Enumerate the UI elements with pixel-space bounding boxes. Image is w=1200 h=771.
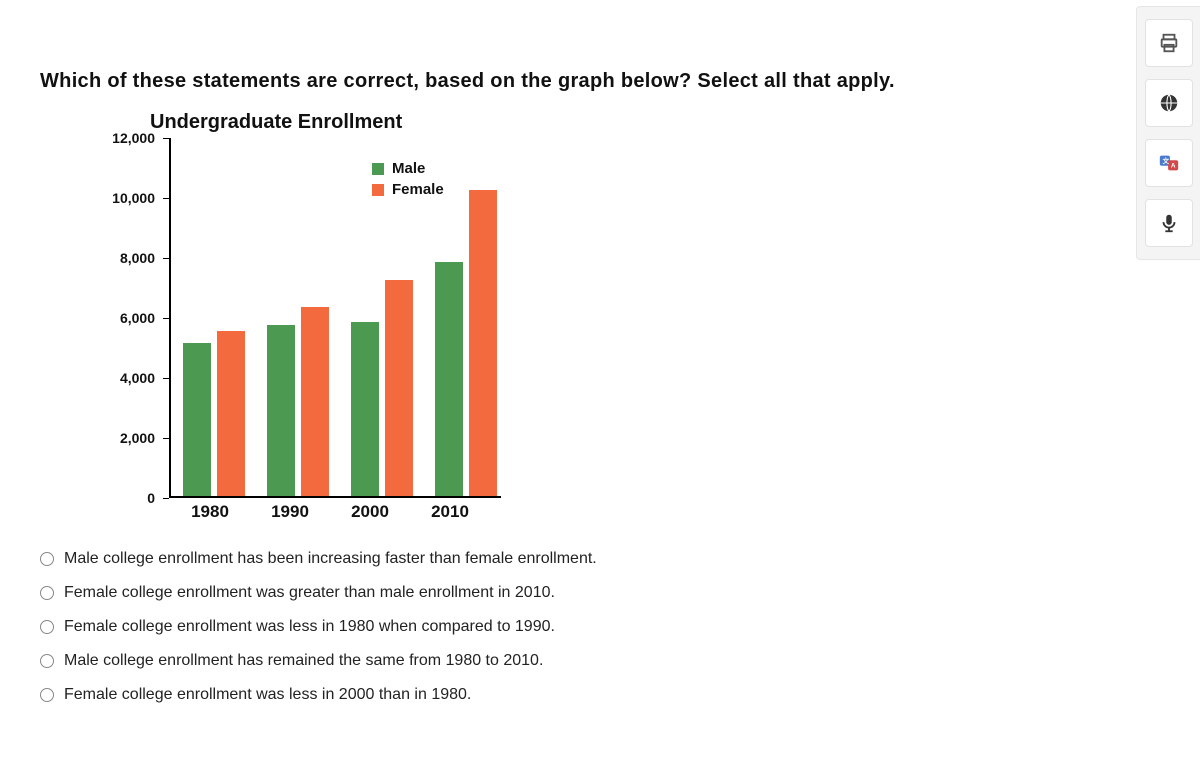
bar-male	[183, 343, 211, 496]
radio-icon[interactable]	[40, 654, 54, 668]
bar-female	[301, 307, 329, 496]
bar-group	[267, 307, 329, 496]
y-tick-label: 8,000	[75, 250, 155, 266]
radio-icon[interactable]	[40, 552, 54, 566]
answer-option[interactable]: Female college enrollment was less in 19…	[40, 618, 1040, 636]
x-tick-label: 1980	[181, 502, 239, 522]
bar-group	[435, 190, 497, 496]
y-tick-label: 4,000	[75, 370, 155, 386]
microphone-icon	[1158, 212, 1180, 234]
svg-text:文: 文	[1162, 156, 1169, 165]
question-text: Which of these statements are correct, b…	[40, 70, 1040, 93]
bar-male	[351, 322, 379, 496]
chart-title: Undergraduate Enrollment	[150, 111, 1040, 134]
y-tick-label: 0	[75, 490, 155, 506]
translate-button[interactable]: 文A	[1145, 139, 1193, 187]
y-axis: 02,0004,0006,0008,00010,00012,000	[75, 138, 163, 498]
radio-icon[interactable]	[40, 620, 54, 634]
y-tick-label: 12,000	[75, 130, 155, 146]
svg-text:A: A	[1170, 163, 1175, 170]
x-tick-label: 2010	[421, 502, 479, 522]
y-tick-label: 2,000	[75, 430, 155, 446]
option-text: Male college enrollment has remained the…	[64, 652, 543, 670]
x-tick-label: 1990	[261, 502, 319, 522]
option-text: Female college enrollment was greater th…	[64, 584, 555, 602]
legend-label-female: Female	[392, 181, 444, 198]
bar-group	[183, 331, 245, 496]
legend-item-female: Female	[372, 181, 444, 198]
print-button[interactable]	[1145, 19, 1193, 67]
legend-item-male: Male	[372, 160, 444, 177]
answer-option[interactable]: Male college enrollment has remained the…	[40, 652, 1040, 670]
bar-group	[351, 280, 413, 496]
side-toolbar: 文A	[1136, 6, 1200, 260]
y-tick-label: 6,000	[75, 310, 155, 326]
y-tick-label: 10,000	[75, 190, 155, 206]
bar-female	[217, 331, 245, 496]
print-icon	[1158, 32, 1180, 54]
x-tick-label: 2000	[341, 502, 399, 522]
bar-male	[267, 325, 295, 496]
legend-swatch-male	[372, 163, 384, 175]
chart-legend: Male Female	[372, 160, 444, 202]
x-axis-labels: 1980 1990 2000 2010	[169, 502, 501, 522]
answer-option[interactable]: Female college enrollment was greater th…	[40, 584, 1040, 602]
radio-icon[interactable]	[40, 688, 54, 702]
bar-female	[469, 190, 497, 496]
answer-option[interactable]: Female college enrollment was less in 20…	[40, 686, 1040, 704]
plot-area	[169, 138, 501, 498]
globe-icon	[1158, 92, 1180, 114]
answer-option[interactable]: Male college enrollment has been increas…	[40, 550, 1040, 568]
answer-options: Male college enrollment has been increas…	[40, 550, 1040, 704]
globe-button[interactable]	[1145, 79, 1193, 127]
radio-icon[interactable]	[40, 586, 54, 600]
bar-male	[435, 262, 463, 496]
option-text: Female college enrollment was less in 19…	[64, 618, 555, 636]
microphone-button[interactable]	[1145, 199, 1193, 247]
legend-swatch-female	[372, 184, 384, 196]
enrollment-chart: 02,0004,0006,0008,00010,00012,000 198019…	[75, 138, 515, 528]
translate-icon: 文A	[1158, 152, 1180, 174]
option-text: Male college enrollment has been increas…	[64, 550, 597, 568]
legend-label-male: Male	[392, 160, 425, 177]
option-text: Female college enrollment was less in 20…	[64, 686, 471, 704]
bar-female	[385, 280, 413, 496]
